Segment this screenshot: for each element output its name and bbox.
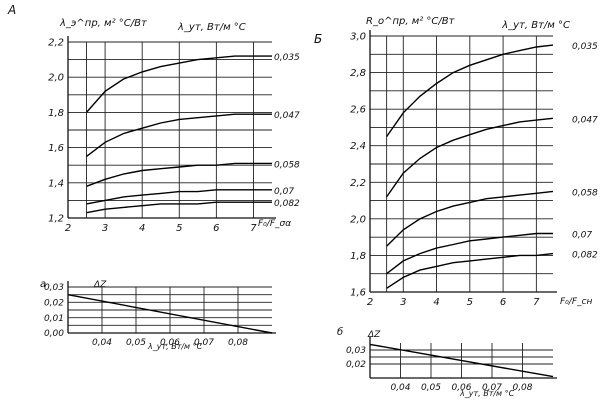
series-line-line bbox=[67, 294, 273, 334]
y-tick-label: 1,6 bbox=[350, 288, 366, 299]
chart-A-small bbox=[67, 281, 276, 334]
y-tick-label: 2,2 bbox=[48, 38, 64, 49]
y-axis-label: ΔZ bbox=[93, 280, 107, 290]
x-tick-label: 7 bbox=[533, 297, 540, 308]
x-tick-label: 0,07 bbox=[194, 338, 214, 348]
y-tick-label: 0,03 bbox=[346, 346, 366, 356]
y-tick-label: 2,6 bbox=[350, 105, 366, 116]
x-tick-label: 4 bbox=[433, 297, 439, 308]
series-line-line bbox=[369, 343, 554, 378]
x-tick-label: 7 bbox=[250, 223, 257, 234]
series-line-0-07 bbox=[86, 189, 272, 205]
x-tick-label: 0,05 bbox=[421, 383, 441, 393]
y-tick-label: 1,2 bbox=[48, 214, 64, 225]
x-tick-label: 0,06 bbox=[451, 383, 471, 393]
x-tick-label: 6 bbox=[500, 297, 506, 308]
x-tick-label: 0,04 bbox=[92, 338, 112, 348]
series-header-label: λ_ут, Вт/м °С bbox=[501, 20, 570, 31]
y-tick-label: 2,4 bbox=[350, 141, 366, 152]
figure-label-a: а bbox=[40, 279, 46, 290]
y-axis-label: λ_э^пр, м² °С/Вт bbox=[59, 18, 148, 29]
y-tick-label: 0,03 bbox=[44, 283, 64, 293]
y-tick-label: 2,2 bbox=[350, 178, 366, 189]
x-tick-label: 4 bbox=[139, 223, 145, 234]
series-line-0-047 bbox=[86, 113, 272, 157]
chart-B-small bbox=[369, 337, 557, 379]
series-line-0-047 bbox=[386, 117, 554, 198]
figure-label-B: Б bbox=[314, 32, 322, 46]
y-tick-label: 1,6 bbox=[48, 143, 64, 154]
series-label: 0,058 bbox=[572, 188, 598, 198]
figure-label-A: А bbox=[7, 3, 16, 17]
y-tick-label: 0,01 bbox=[44, 314, 64, 324]
x-tick-label: 0,05 bbox=[126, 338, 146, 348]
y-tick-label: 0,02 bbox=[44, 298, 64, 308]
y-tick-label: 1,8 bbox=[48, 108, 64, 119]
series-label: 0,07 bbox=[274, 187, 294, 197]
series-label: 0,07 bbox=[572, 230, 592, 240]
series-header-label: λ_ут, Вт/м °С bbox=[177, 22, 246, 33]
series-label: 0,058 bbox=[274, 160, 300, 170]
y-axis-label: R_о^пр, м² °С/Вт bbox=[366, 16, 456, 27]
x-tick-label: 3 bbox=[400, 297, 406, 308]
series-line-0-035 bbox=[85, 55, 272, 113]
x-tick-label: 0,08 bbox=[228, 338, 248, 348]
charts-layer: 2 3 4 5 6 7 1,2 1,4 1,6 1,8 2,0 2,2 λ_э^пр, м² °С/Вт… bbox=[44, 16, 598, 398]
figure-label-b: б bbox=[337, 326, 343, 338]
series-label: 0,047 bbox=[572, 115, 598, 125]
x-tick-label: 2 bbox=[367, 297, 373, 308]
y-tick-label: 0,00 bbox=[44, 329, 64, 339]
y-tick-label: 1,8 bbox=[350, 251, 366, 262]
x-axis-label: F₀/F_сн bbox=[560, 297, 592, 307]
x-tick-label: 0,08 bbox=[512, 383, 532, 393]
y-axis-label: ΔZ bbox=[367, 330, 381, 340]
series-label: 0,082 bbox=[274, 199, 300, 209]
x-tick-label: 6 bbox=[213, 223, 219, 234]
x-tick-label: 0,07 bbox=[482, 383, 502, 393]
y-tick-label: 2,8 bbox=[350, 68, 366, 79]
x-axis-label: F₀/F_σα bbox=[258, 219, 291, 229]
series-line-0-058 bbox=[386, 190, 554, 247]
x-axis-label: λ_ут, Вт/м °С bbox=[147, 342, 203, 351]
x-tick-label: 5 bbox=[467, 297, 473, 308]
series-line-0-082 bbox=[386, 252, 554, 289]
x-tick-label: 0,04 bbox=[390, 383, 410, 393]
x-tick-label: 3 bbox=[102, 223, 108, 234]
series-label: 0,082 bbox=[572, 251, 598, 261]
series-line-0-035 bbox=[386, 44, 554, 138]
x-tick-label: 0,06 bbox=[160, 338, 180, 348]
chart-A-main bbox=[67, 36, 276, 219]
series-label: 0,035 bbox=[274, 53, 300, 63]
chart-B-main bbox=[369, 30, 557, 293]
series-line-0-07 bbox=[386, 232, 553, 275]
y-tick-label: 2,0 bbox=[48, 73, 64, 84]
series-line-0-058 bbox=[86, 162, 272, 187]
y-tick-label: 1,4 bbox=[48, 178, 64, 189]
x-tick-label: 2 bbox=[65, 223, 71, 234]
series-line-0-082 bbox=[86, 201, 272, 214]
x-tick-label: 5 bbox=[176, 223, 182, 234]
series-label: 0,047 bbox=[274, 111, 300, 121]
series-label: 0,035 bbox=[572, 42, 598, 52]
y-tick-label: 0,02 bbox=[346, 360, 366, 370]
y-tick-label: 2,0 bbox=[350, 214, 366, 225]
x-axis-label: λ_ут, Вт/м °С bbox=[459, 389, 515, 398]
y-tick-label: 3,0 bbox=[350, 32, 366, 43]
